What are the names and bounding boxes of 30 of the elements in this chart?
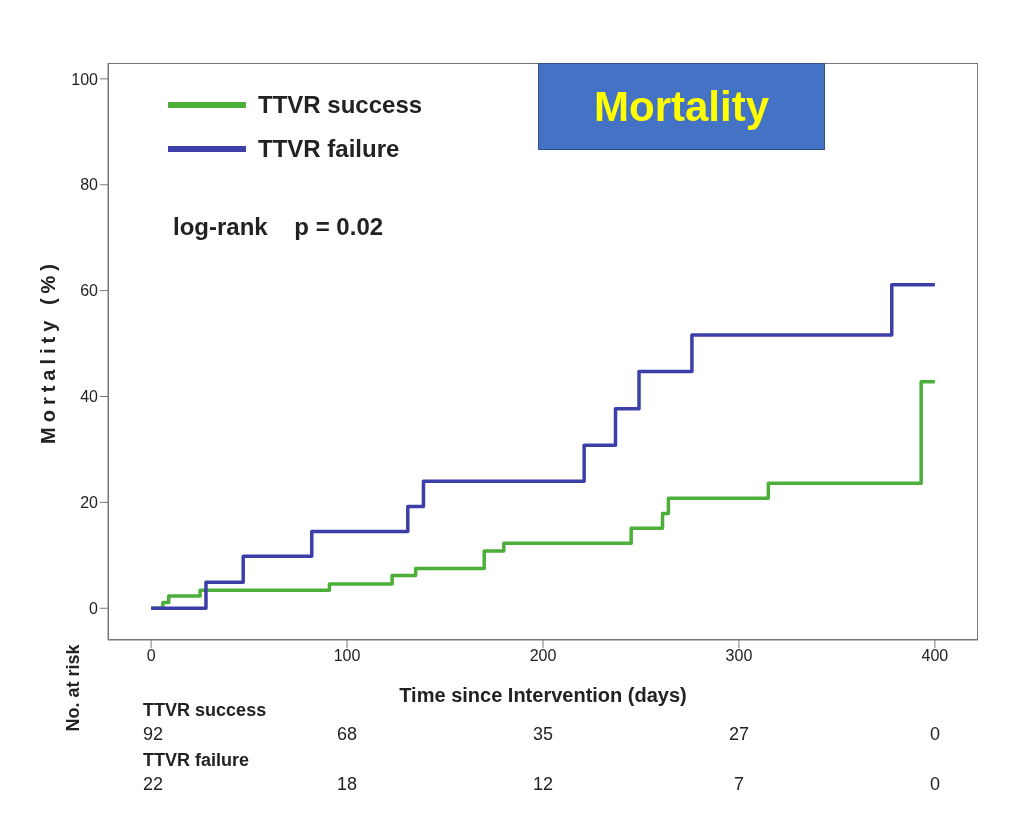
y-axis-title: Mortality (%) <box>37 259 60 444</box>
y-tick-label: 100 <box>71 70 99 88</box>
text: Mortality <box>538 63 825 150</box>
x-tick-label: 400 <box>921 647 949 665</box>
text: 35 <box>532 724 554 745</box>
y-tick-label: 60 <box>80 282 99 300</box>
text: TTVR success <box>143 700 267 721</box>
x-tick-label: 200 <box>529 647 557 665</box>
text: 68 <box>336 724 359 745</box>
text: No. at risk <box>63 643 84 734</box>
text: 12 <box>532 774 554 795</box>
text: 0 <box>928 724 941 745</box>
y-tick-label: 0 <box>89 599 99 617</box>
text: 27 <box>727 724 750 745</box>
x-tick-label: 0 <box>146 647 156 665</box>
text: TTVR failure <box>143 750 250 771</box>
legend-label: TTVR success <box>258 90 423 120</box>
x-tick-label: 300 <box>725 647 753 665</box>
legend-label: TTVR failure <box>258 134 400 164</box>
annotation: log-rank p = 0.02 <box>173 213 384 241</box>
text: 7 <box>732 774 745 795</box>
text: 18 <box>336 774 359 795</box>
y-tick-label: 80 <box>80 176 99 194</box>
y-tick-label: 40 <box>80 388 99 406</box>
text: 22 <box>142 774 165 795</box>
text: 92 <box>142 724 165 745</box>
y-tick-label: 20 <box>80 494 99 512</box>
x-tick-label: 100 <box>333 647 361 665</box>
x-axis-title: Time since Intervention (days) <box>399 684 687 706</box>
text: 0 <box>928 774 941 795</box>
